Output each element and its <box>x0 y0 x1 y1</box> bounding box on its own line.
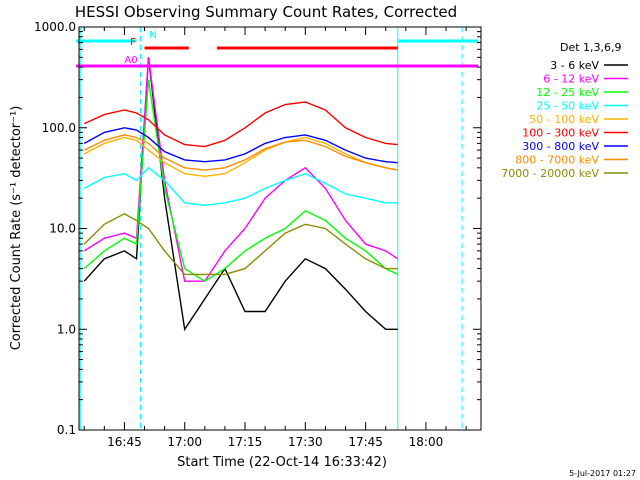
y-tick-label-0: 0.1 <box>57 423 76 437</box>
plot-frame <box>78 26 482 431</box>
legend-label-8: 7000 - 20000 keV <box>501 167 599 180</box>
series-line-0 <box>83 57 398 332</box>
plot-area: N F A0 <box>76 26 482 431</box>
flag-label-0: N <box>149 30 156 41</box>
series-line-6 <box>83 127 398 164</box>
series-line-3 <box>83 166 398 207</box>
y-axis-label: Corrected Count Rate (s⁻¹ detector⁻¹) <box>9 106 24 351</box>
y-axis: 0.1 1.0 10.0 100.0 1000.0 <box>34 20 481 437</box>
flag-label-2: A0 <box>124 55 137 66</box>
date-stamp: 5-Jul-2017 01:27 <box>569 469 636 478</box>
legend-label-7: 800 - 7000 keV <box>515 154 599 167</box>
legend-label-6: 300 - 800 keV <box>522 140 599 153</box>
legend-label-1: 6 - 12 keV <box>543 73 599 86</box>
legend-label-0: 3 - 6 keV <box>550 59 599 72</box>
x-axis-label: Start Time (22-Oct-14 16:33:42) <box>177 455 387 470</box>
series-line-4 <box>83 136 398 178</box>
flag-label-1: F <box>130 37 136 48</box>
chart-title: HESSI Observing Summary Count Rates, Cor… <box>75 3 457 21</box>
legend-title: Det 1,3,6,9 <box>560 41 622 54</box>
legend-label-3: 25 - 50 keV <box>536 100 599 113</box>
x-tick-label-1: 17:00 <box>167 435 202 449</box>
series-line-2 <box>83 79 399 283</box>
x-tick-label-3: 17:30 <box>288 435 323 449</box>
y-tick-label-2: 10.0 <box>49 222 76 236</box>
y-tick-label-3: 100.0 <box>42 121 76 135</box>
series-line-5 <box>83 101 398 148</box>
y-tick-label-4: 1000.0 <box>34 20 76 34</box>
x-tick-label-2: 17:15 <box>228 435 263 449</box>
legend-label-5: 100 - 300 keV <box>522 127 599 140</box>
series-line-8 <box>83 213 398 276</box>
x-tick-label-5: 18:00 <box>409 435 444 449</box>
x-tick-label-4: 17:45 <box>348 435 383 449</box>
x-axis: 16:45 17:00 17:15 17:30 17:45 18:00 <box>83 27 467 449</box>
legend-label-4: 50 - 100 keV <box>529 113 599 126</box>
y-tick-label-1: 1.0 <box>57 322 76 336</box>
series-line-1 <box>83 57 399 282</box>
legend-label-2: 12 - 25 keV <box>536 86 599 99</box>
series-line-7 <box>83 134 398 171</box>
x-tick-label-0: 16:45 <box>107 435 142 449</box>
